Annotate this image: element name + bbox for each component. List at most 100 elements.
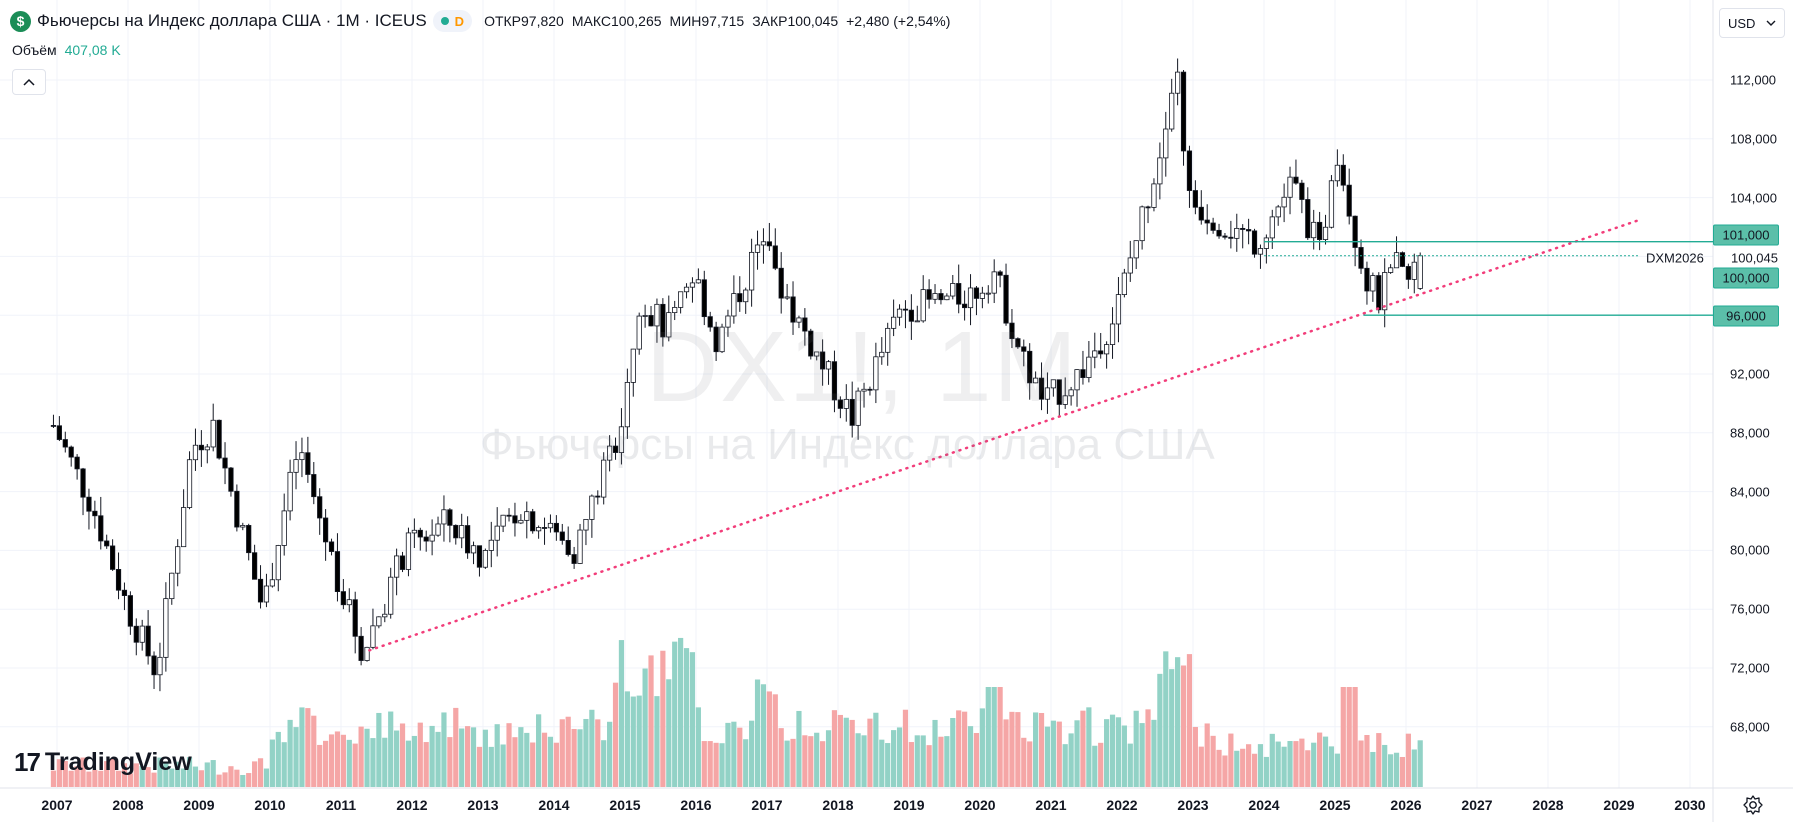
candle-body bbox=[1388, 267, 1394, 273]
tradingview-logo[interactable]: 17 TradingView bbox=[14, 747, 192, 778]
volume-bar bbox=[465, 726, 471, 787]
volume-bar bbox=[719, 743, 725, 787]
year-tick: 2018 bbox=[822, 797, 854, 813]
candle-body bbox=[1216, 229, 1222, 237]
volume-bar bbox=[607, 721, 613, 787]
volume-bar bbox=[577, 729, 583, 787]
volume-bar bbox=[1405, 733, 1411, 787]
candle-body bbox=[997, 271, 1003, 276]
candle-body bbox=[849, 398, 855, 426]
candle-body bbox=[618, 426, 625, 453]
volume-bar bbox=[896, 727, 903, 787]
volume-bar bbox=[624, 691, 630, 787]
candle-body bbox=[92, 510, 98, 517]
candle-body bbox=[1015, 338, 1021, 348]
symbol-title[interactable]: Фьючерсы на Индекс доллара США · 1М · IC… bbox=[37, 11, 427, 30]
volume-bar bbox=[127, 773, 133, 787]
year-tick: 2009 bbox=[183, 797, 215, 813]
volume-bar bbox=[275, 731, 281, 787]
volume-bar bbox=[1257, 744, 1264, 787]
candle-body bbox=[1169, 92, 1175, 130]
candle-body bbox=[62, 439, 68, 448]
volume-bar bbox=[683, 648, 690, 787]
collapse-legend-button[interactable] bbox=[12, 69, 46, 95]
level-100-label[interactable]: 100,000 bbox=[1713, 267, 1779, 289]
gear-icon[interactable] bbox=[1742, 794, 1764, 816]
ohlc-high: МАКС100,265 bbox=[571, 13, 662, 29]
volume-bar bbox=[405, 740, 412, 787]
volume-bar bbox=[1393, 752, 1400, 787]
candle-body bbox=[1050, 379, 1056, 389]
volume-bar bbox=[269, 739, 275, 787]
candle-body bbox=[157, 656, 163, 676]
volume-bar bbox=[938, 736, 944, 787]
volume-bar bbox=[1109, 714, 1116, 787]
candle-body bbox=[707, 316, 713, 328]
candle-body bbox=[1246, 229, 1252, 232]
volume-bar bbox=[1198, 746, 1204, 787]
candle-body bbox=[1003, 274, 1009, 324]
symbol-dollar-icon[interactable]: $ bbox=[10, 10, 31, 32]
candle-body bbox=[1104, 344, 1110, 355]
volume-bar bbox=[891, 730, 897, 787]
candle-body bbox=[843, 398, 849, 409]
volume-bar bbox=[1086, 707, 1092, 787]
volume-bar bbox=[1317, 732, 1323, 787]
volume-bar bbox=[1388, 754, 1394, 787]
candle-body bbox=[204, 446, 210, 451]
candle-body bbox=[1068, 389, 1074, 397]
candle-body bbox=[642, 315, 648, 317]
volume-legend[interactable]: Объём 407,08 K bbox=[12, 42, 121, 58]
currency-select[interactable]: USD bbox=[1719, 8, 1785, 38]
volume-bar bbox=[151, 772, 157, 787]
price-tick: 76,000 bbox=[1730, 601, 1770, 617]
volume-bar bbox=[760, 684, 767, 787]
candle-body bbox=[559, 531, 565, 541]
candle-body bbox=[636, 315, 642, 350]
candle-body bbox=[104, 540, 110, 547]
candle-body bbox=[1098, 350, 1104, 355]
candle-body bbox=[411, 529, 417, 534]
volume-bar bbox=[394, 730, 400, 787]
candle-body bbox=[110, 545, 116, 570]
volume-bar bbox=[825, 730, 832, 787]
candle-body bbox=[1376, 275, 1382, 311]
volume-bar bbox=[121, 763, 128, 787]
volume-bar bbox=[257, 758, 264, 787]
volume-bar bbox=[867, 718, 873, 787]
candle-body bbox=[181, 507, 187, 548]
level-96-label[interactable]: 96,000 bbox=[1713, 305, 1779, 327]
volume-bar bbox=[743, 739, 749, 787]
volume-bar bbox=[1180, 665, 1187, 787]
candle-body bbox=[423, 536, 429, 542]
year-tick: 2026 bbox=[1390, 797, 1422, 813]
market-status-pill[interactable]: D bbox=[432, 10, 473, 32]
volume-bar bbox=[837, 714, 843, 787]
volume-bar bbox=[263, 768, 270, 787]
candle-body bbox=[530, 511, 536, 532]
volume-bar bbox=[1240, 748, 1246, 787]
volume-bar bbox=[340, 734, 346, 787]
volume-bar bbox=[1293, 741, 1299, 787]
candle-body bbox=[1109, 323, 1116, 345]
candle-body bbox=[938, 293, 944, 301]
candle-body bbox=[210, 419, 216, 448]
level-101-label[interactable]: 101,000 bbox=[1713, 224, 1779, 246]
volume-bar bbox=[902, 709, 909, 787]
candle-body bbox=[246, 525, 252, 554]
watermark-ticker: DX1!, 1M bbox=[646, 311, 1079, 423]
volume-bar bbox=[1092, 745, 1098, 787]
volume-bar bbox=[796, 710, 802, 787]
candle-body bbox=[967, 287, 974, 309]
volume-bar bbox=[133, 763, 139, 787]
candle-body bbox=[825, 361, 832, 370]
volume-bar bbox=[500, 744, 506, 787]
volume-bar bbox=[843, 717, 849, 787]
volume-bar bbox=[1033, 712, 1039, 787]
volume-bar bbox=[1121, 725, 1127, 787]
volume-bar bbox=[559, 719, 565, 787]
candle-body bbox=[1322, 226, 1329, 240]
candle-body bbox=[1317, 221, 1323, 240]
volume-bar bbox=[1352, 687, 1358, 787]
